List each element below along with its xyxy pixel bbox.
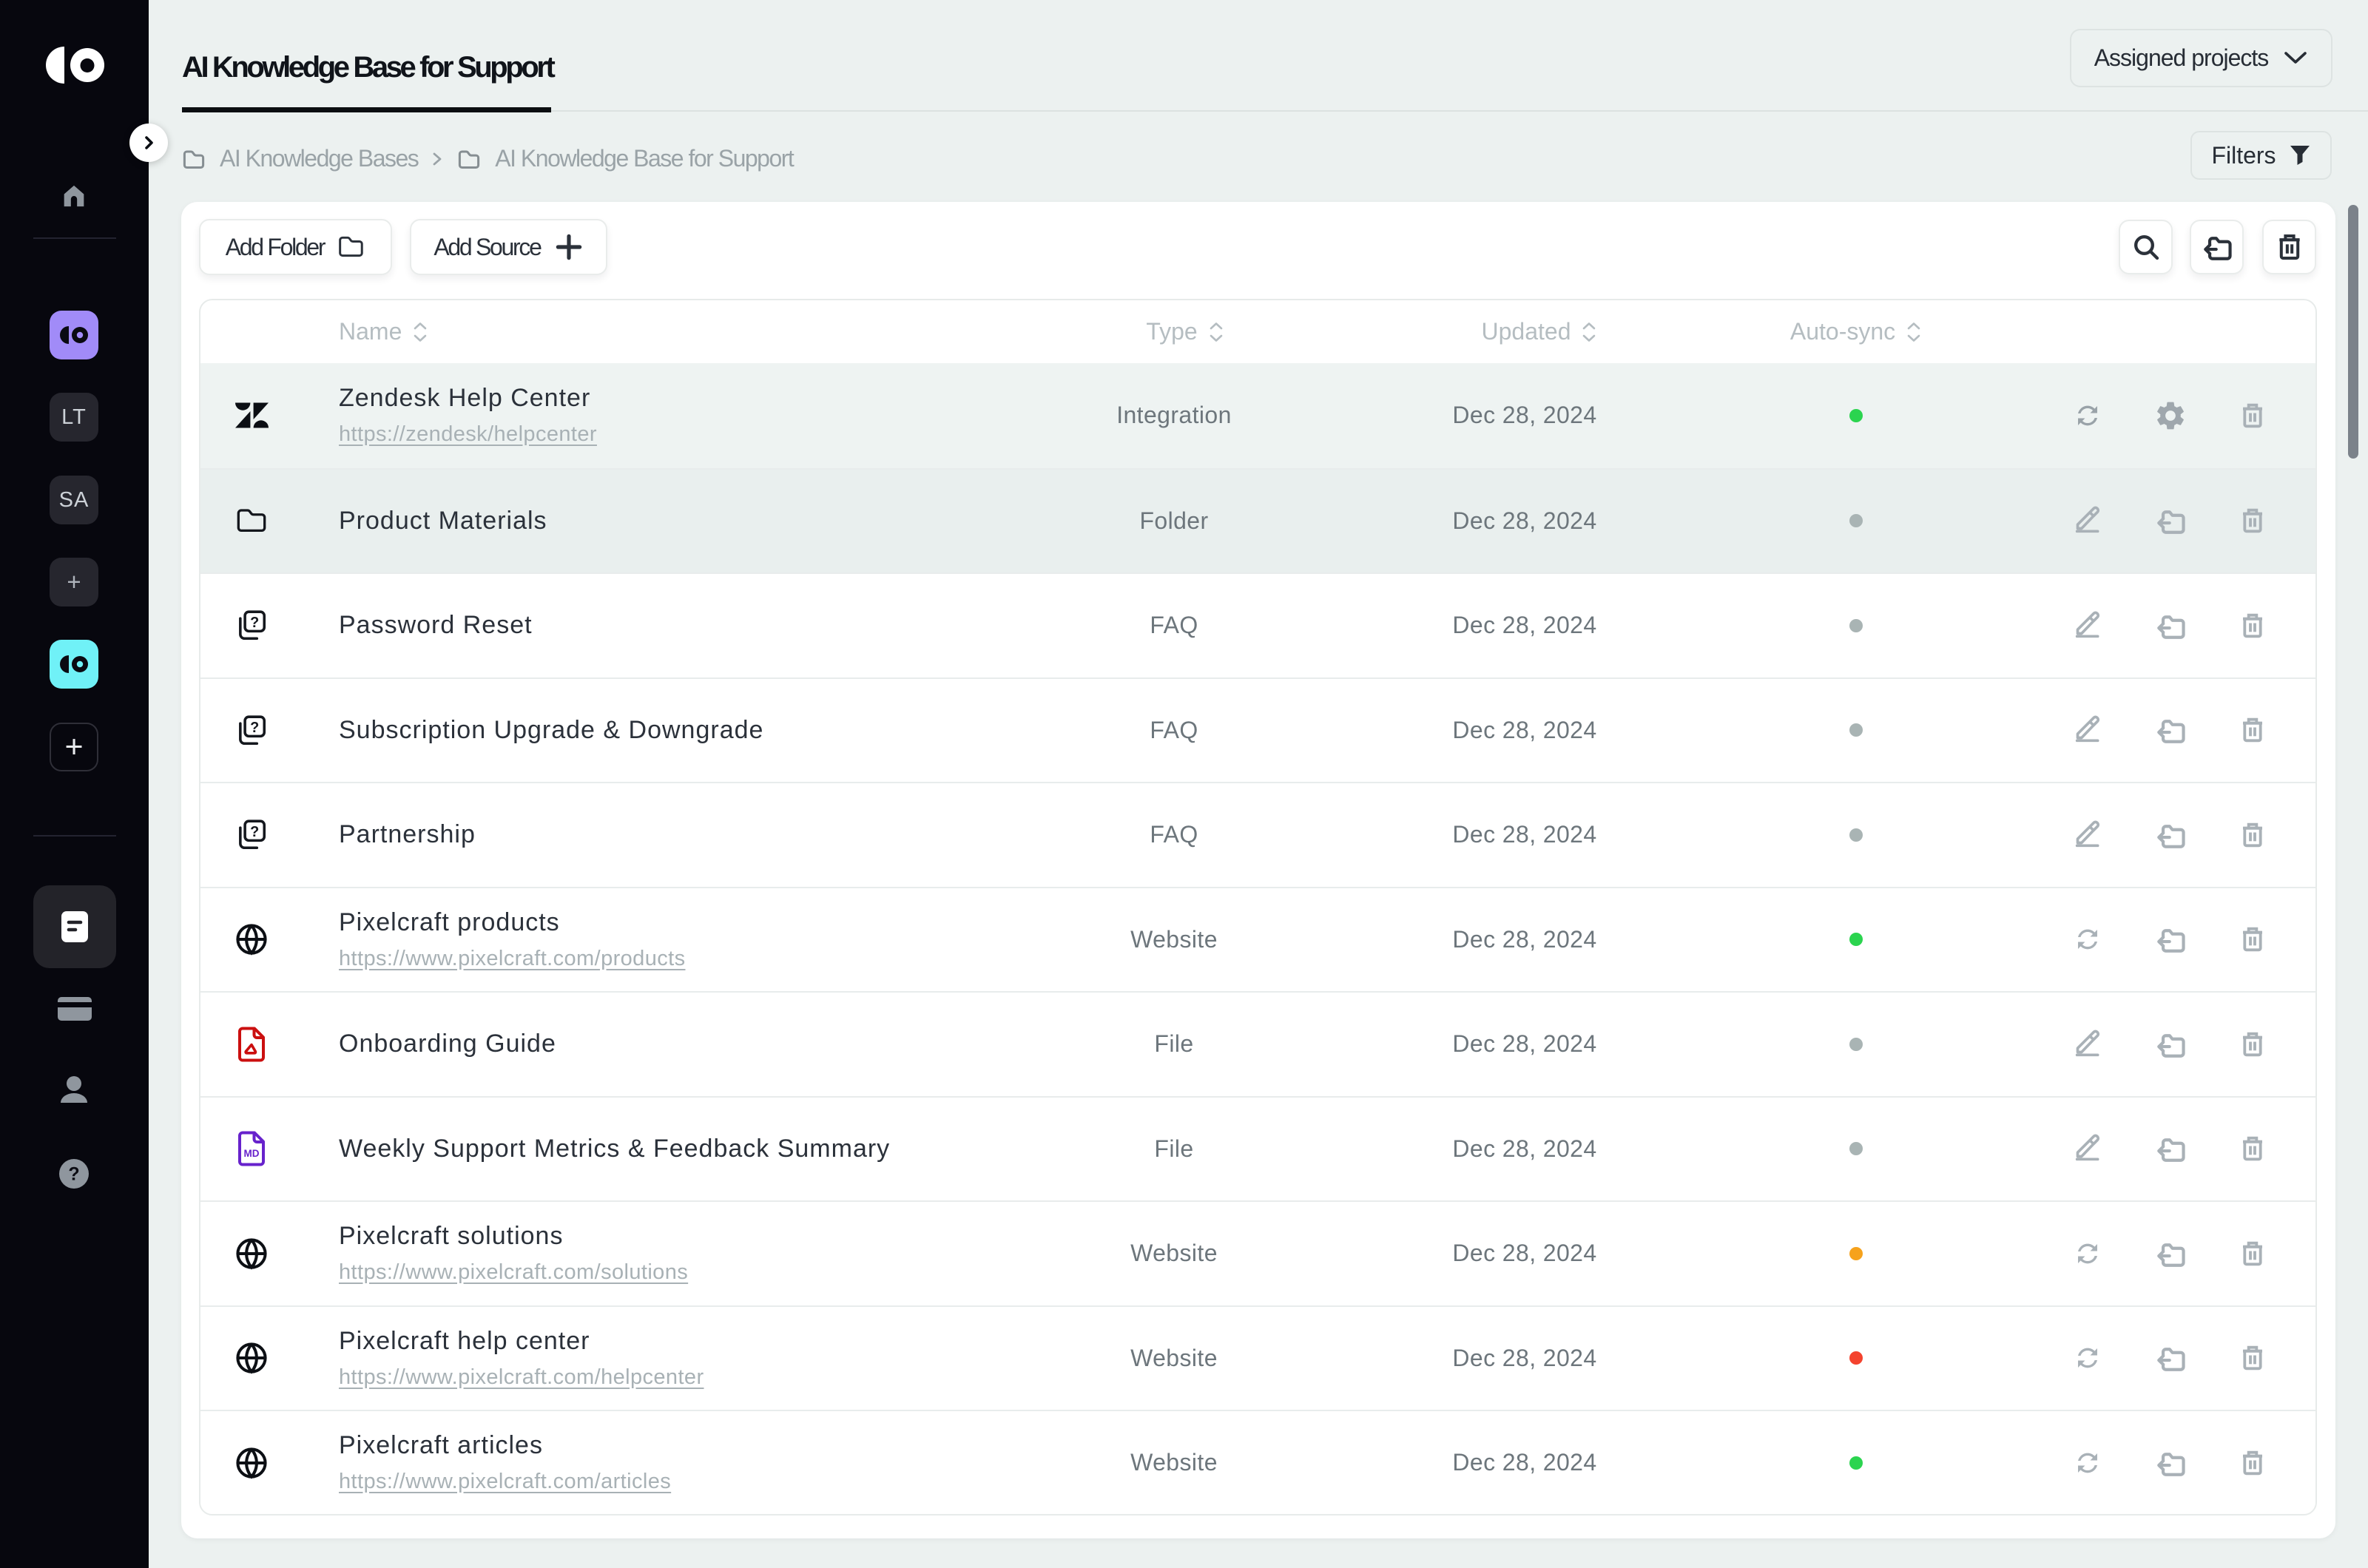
svg-text:MD: MD — [244, 1148, 260, 1159]
svg-text:?: ? — [250, 615, 259, 631]
svg-text:?: ? — [250, 824, 259, 840]
svg-text:?: ? — [68, 1164, 79, 1185]
svg-text:?: ? — [250, 720, 259, 736]
